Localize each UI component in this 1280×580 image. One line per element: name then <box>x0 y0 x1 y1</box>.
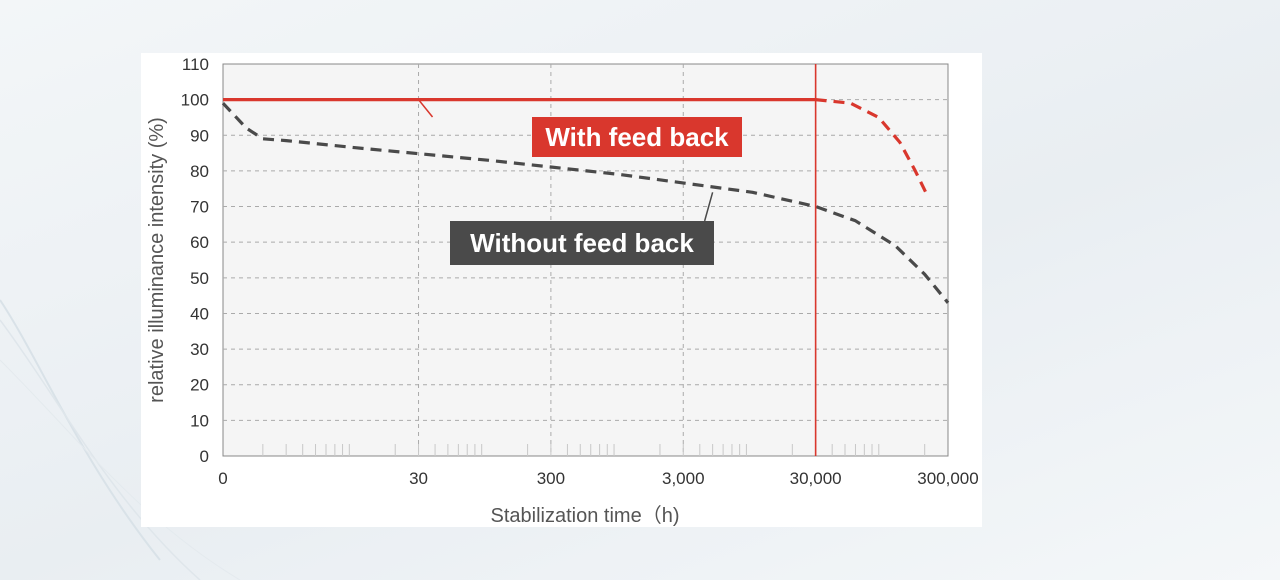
x-tick-label: 300,000 <box>917 469 978 488</box>
x-tick-label: 3,000 <box>662 469 705 488</box>
annotation-box-1 <box>450 221 714 265</box>
x-tick-label: 30 <box>409 469 428 488</box>
y-tick-label: 10 <box>190 411 209 430</box>
y-tick-label: 30 <box>190 340 209 359</box>
x-axis-title: Stabilization time（h) <box>491 504 680 527</box>
chart-card: With feed back Without feed back 0 30 300 3,… <box>141 53 982 527</box>
y-tick-label: 110 <box>182 55 209 74</box>
annotation-pointer-1 <box>703 192 714 222</box>
series-layer <box>221 97 950 304</box>
x-tick-labels: 0 30 300 3,000 30,000 300,000 <box>218 469 978 488</box>
y-tick-label: 0 <box>200 447 209 466</box>
annotation-label-0: With feed back <box>545 122 729 152</box>
annotation-box-0 <box>532 117 742 157</box>
y-tick-label: 70 <box>190 198 209 217</box>
y-tick-label: 40 <box>190 304 209 323</box>
annotations: With feed back Without feed back <box>417 99 742 265</box>
y-tick-label: 100 <box>181 91 209 110</box>
annotation-pointer-0 <box>417 99 434 118</box>
x-tick-label: 30,000 <box>790 469 842 488</box>
annotation-label-1: Without feed back <box>470 228 694 258</box>
series-0-segment-1 <box>815 98 929 197</box>
x-tick-label: 0 <box>218 469 227 488</box>
y-tick-label: 60 <box>190 233 209 252</box>
y-tick-label: 90 <box>190 126 209 145</box>
x-tick-label: 300 <box>537 469 565 488</box>
y-tick-label: 80 <box>190 162 209 181</box>
y-tick-label: 50 <box>190 269 209 288</box>
y-axis-title: relative illuminance intensity (%) <box>146 117 168 403</box>
y-tick-labels: 0 10 20 30 40 50 60 70 80 90 100 110 <box>181 55 209 466</box>
y-tick-label: 20 <box>190 376 209 395</box>
